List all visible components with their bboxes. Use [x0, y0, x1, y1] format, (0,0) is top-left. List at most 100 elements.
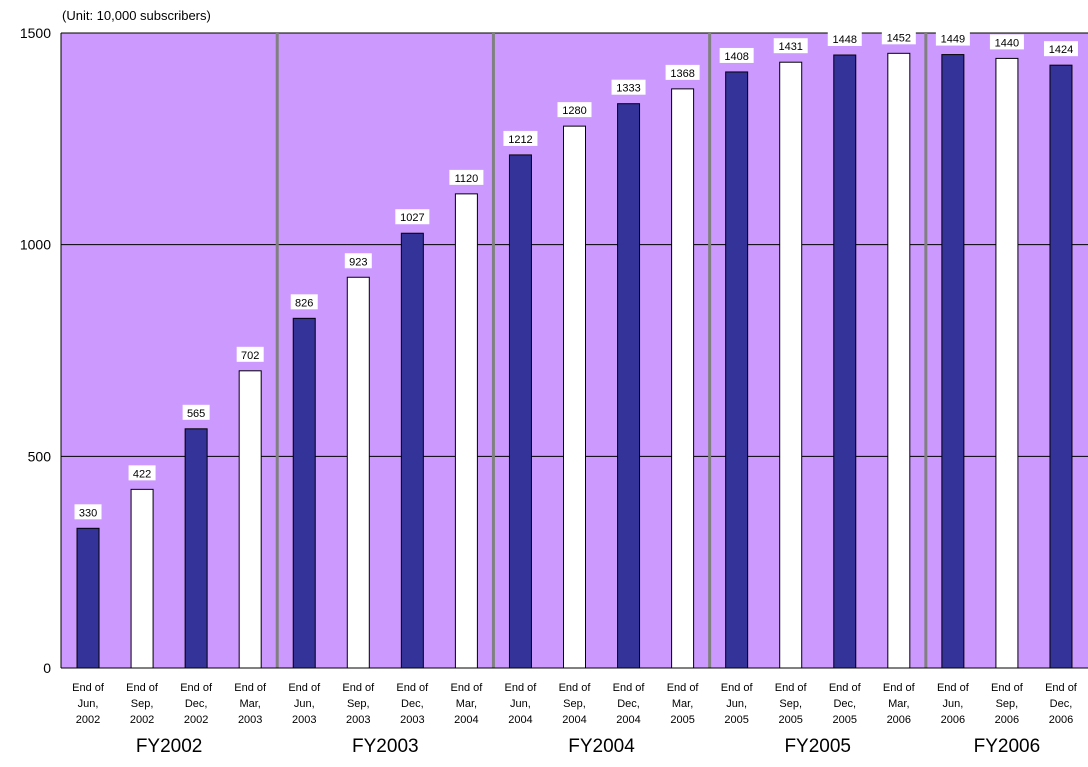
- data-label-box: [503, 130, 538, 146]
- data-label: 1448: [833, 34, 857, 46]
- x-tick-label: Sep,: [563, 698, 586, 710]
- x-tick-label: Mar,: [672, 698, 693, 710]
- data-label-box: [182, 404, 210, 420]
- x-tick-label: End of: [937, 682, 970, 694]
- x-tick-label: End of: [180, 682, 213, 694]
- x-tick-label: 2004: [508, 714, 532, 726]
- x-tick-label: Sep,: [779, 698, 802, 710]
- data-label: 826: [295, 297, 313, 309]
- data-label: 1440: [995, 37, 1019, 49]
- bar: [725, 71, 749, 669]
- x-tick-label: End of: [721, 682, 754, 694]
- x-tick-label: Dec,: [833, 698, 856, 710]
- x-tick-label: End of: [234, 682, 267, 694]
- data-label: 1408: [724, 51, 748, 63]
- x-tick-label: Dec,: [185, 698, 208, 710]
- bar: [995, 57, 1019, 669]
- bar: [941, 54, 965, 669]
- x-tick-label: End of: [775, 682, 808, 694]
- data-label-box: [557, 102, 592, 118]
- data-label-box: [881, 29, 916, 45]
- data-label: 1212: [508, 134, 532, 146]
- bar: [833, 54, 857, 669]
- x-tick-label: 2004: [616, 714, 640, 726]
- data-label-box: [665, 64, 700, 80]
- data-label-box: [989, 34, 1024, 50]
- data-label-box: [611, 79, 646, 95]
- data-label: 422: [133, 468, 151, 480]
- x-tick-label: 2002: [130, 714, 154, 726]
- data-label-box: [449, 169, 484, 185]
- y-tick-label: 500: [28, 448, 52, 464]
- x-tick-label: 2006: [941, 714, 965, 726]
- bar: [292, 317, 316, 669]
- data-label-box: [395, 209, 430, 225]
- x-tick-label: End of: [559, 682, 592, 694]
- x-tick-label: Mar,: [456, 698, 477, 710]
- x-tick-label: Jun,: [510, 698, 531, 710]
- y-tick-label: 1500: [20, 25, 51, 41]
- x-tick-label: 2006: [887, 714, 911, 726]
- x-tick-label: 2005: [833, 714, 857, 726]
- data-label-box: [827, 31, 862, 47]
- x-tick-label: Jun,: [294, 698, 315, 710]
- x-tick-label: Sep,: [131, 698, 154, 710]
- x-tick-label: End of: [1045, 682, 1078, 694]
- x-tick-label: Dec,: [401, 698, 424, 710]
- x-tick-label: 2003: [400, 714, 424, 726]
- data-label: 1431: [778, 41, 802, 53]
- fiscal-year-label: FY2006: [974, 736, 1041, 757]
- x-tick-label: End of: [342, 682, 375, 694]
- x-tick-label: Mar,: [239, 698, 260, 710]
- unit-label: (Unit: 10,000 subscribers): [62, 8, 211, 23]
- x-tick-label: 2006: [995, 714, 1019, 726]
- x-tick-label: Jun,: [942, 698, 963, 710]
- data-label: 1120: [455, 173, 479, 185]
- data-label: 1027: [400, 212, 424, 224]
- x-tick-label: 2002: [184, 714, 208, 726]
- bar: [130, 488, 154, 669]
- bar: [76, 527, 100, 669]
- x-tick-label: 2005: [670, 714, 694, 726]
- data-label: 1424: [1049, 44, 1073, 56]
- x-tick-label: End of: [883, 682, 916, 694]
- bar: [508, 154, 532, 669]
- x-tick-label: 2005: [724, 714, 748, 726]
- x-tick-label: Mar,: [888, 698, 909, 710]
- bar: [563, 125, 586, 669]
- bar: [887, 52, 911, 669]
- data-label-box: [236, 346, 264, 362]
- x-tick-label: End of: [288, 682, 321, 694]
- x-tick-label: 2004: [454, 714, 478, 726]
- x-tick-label: End of: [991, 682, 1024, 694]
- data-label: 330: [79, 507, 97, 519]
- x-tick-label: Jun,: [78, 698, 99, 710]
- x-tick-label: 2003: [346, 714, 370, 726]
- bar: [617, 103, 641, 669]
- x-tick-label: 2004: [562, 714, 586, 726]
- x-tick-label: 2005: [778, 714, 802, 726]
- data-label: 702: [241, 350, 259, 362]
- x-tick-label: End of: [126, 682, 159, 694]
- bar: [238, 370, 262, 669]
- bar: [1049, 64, 1073, 669]
- x-tick-label: End of: [667, 682, 700, 694]
- x-tick-label: End of: [72, 682, 105, 694]
- x-tick-label: 2006: [1049, 714, 1073, 726]
- data-label: 923: [349, 256, 367, 268]
- x-tick-label: End of: [396, 682, 429, 694]
- x-tick-label: 2002: [76, 714, 100, 726]
- fiscal-year-label: FY2005: [784, 736, 851, 757]
- bar: [671, 88, 695, 669]
- fiscal-year-label: FY2003: [352, 736, 419, 757]
- x-tick-label: End of: [613, 682, 646, 694]
- y-tick-label: 1000: [20, 237, 51, 253]
- bar: [184, 428, 208, 669]
- data-label: 1333: [616, 83, 640, 95]
- data-label-box: [719, 47, 754, 63]
- data-label-box: [773, 38, 808, 54]
- x-tick-label: 2003: [238, 714, 262, 726]
- data-label-box: [128, 465, 156, 481]
